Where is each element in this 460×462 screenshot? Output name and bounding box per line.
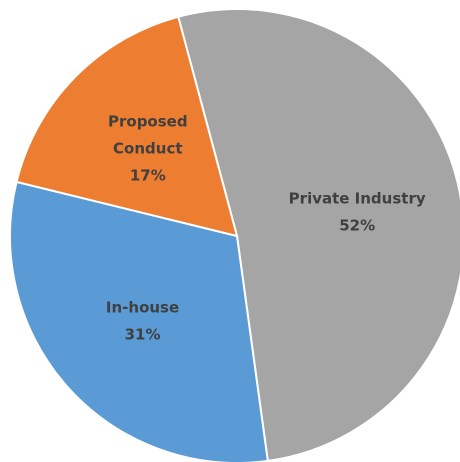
- pie-label-in-house: In-house 31%: [106, 299, 179, 344]
- pie-slice-proposed-conduct: [15, 15, 239, 238]
- pie-label-name: In-house: [106, 299, 179, 317]
- pie-label-value: 52%: [339, 216, 375, 234]
- pie-label-private-industry: Private Industry 52%: [289, 189, 426, 234]
- pie-label-proposed-conduct: Proposed Conduct 17%: [108, 113, 188, 185]
- pie-label-value: 31%: [125, 326, 161, 344]
- pie-slice-in-house: [9, 180, 269, 462]
- pie-label-name: Proposed: [108, 113, 188, 131]
- pie-label-name: Conduct: [113, 140, 182, 158]
- pie-slices: [9, 8, 460, 462]
- pie-labels: Private Industry 52% In-house 31% Proposed Co…: [106, 113, 426, 344]
- pie-label-name: Private Industry: [289, 189, 426, 207]
- pie-label-value: 17%: [130, 167, 166, 185]
